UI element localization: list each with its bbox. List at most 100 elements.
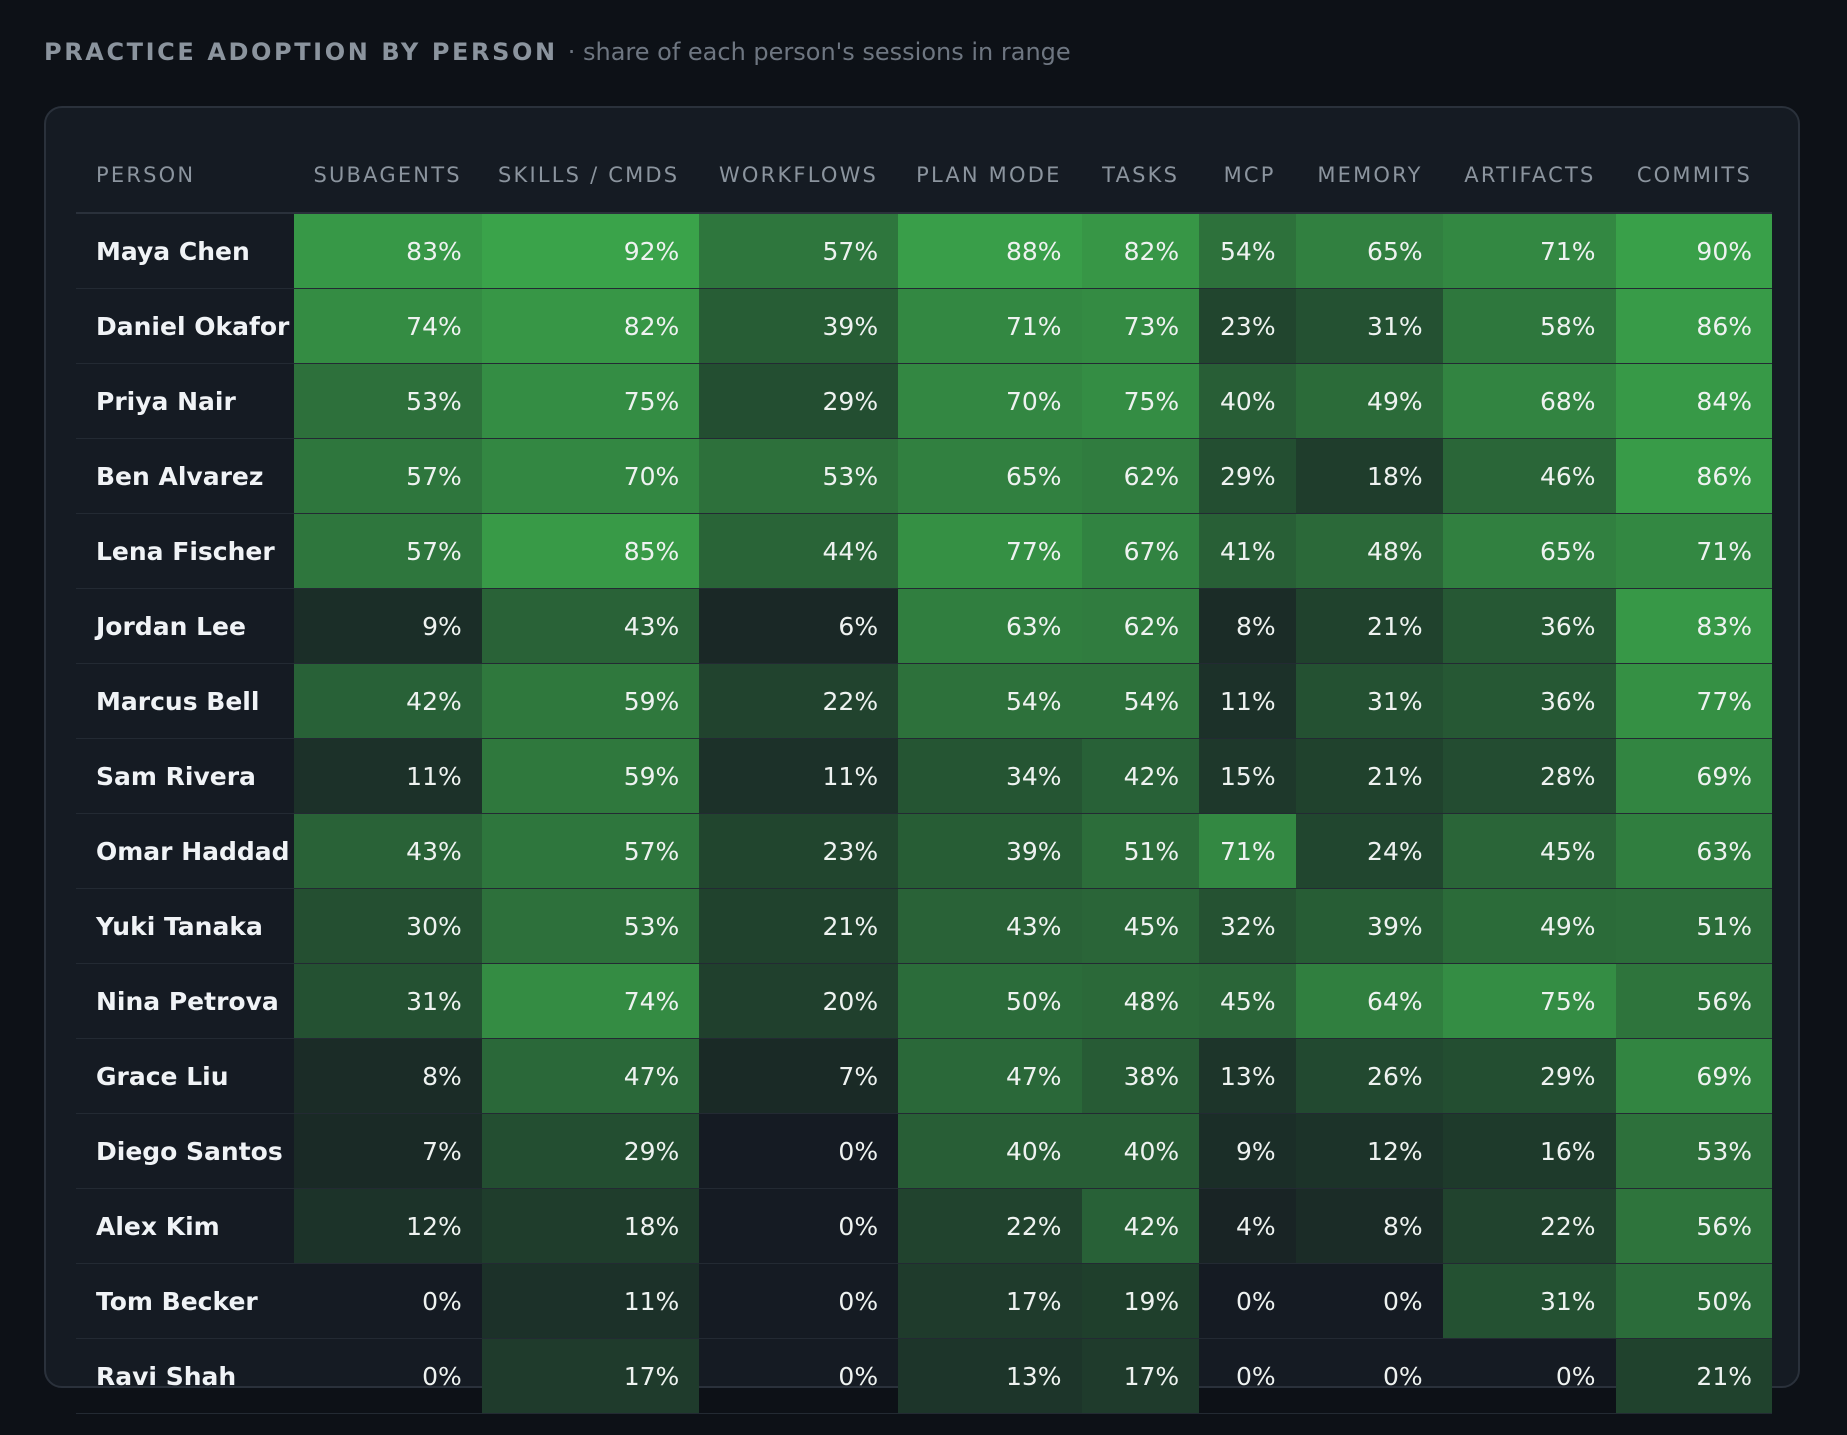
- heatmap-cell: 17%: [898, 1263, 1082, 1339]
- heatmap-cell: 20%: [699, 963, 899, 1039]
- heatmap-cell: 71%: [1199, 813, 1296, 889]
- heatmap-cell: 82%: [1081, 213, 1200, 289]
- heatmap-cell: 50%: [1615, 1263, 1772, 1339]
- heatmap-cell: 16%: [1442, 1113, 1616, 1189]
- column-header-commits[interactable]: COMMITS: [1615, 138, 1772, 214]
- heatmap-cell: 22%: [699, 663, 899, 739]
- heatmap-cell: 53%: [1615, 1113, 1772, 1189]
- heatmap-cell: 29%: [1199, 438, 1296, 514]
- column-header-tasks[interactable]: TASKS: [1081, 138, 1200, 214]
- heatmap-cell: 84%: [1615, 363, 1772, 439]
- column-header-plan-mode[interactable]: PLAN MODE: [898, 138, 1082, 214]
- heatmap-cell: 40%: [1199, 363, 1296, 439]
- heatmap-cell: 67%: [1081, 513, 1200, 589]
- table-row: Maya Chen 83% 92% 57% 88% 82% 54% 65% 71% 90%: [76, 213, 1772, 289]
- heatmap-cell: 92%: [481, 213, 700, 289]
- column-header-subagents[interactable]: SUBAGENTS: [293, 138, 482, 214]
- heatmap-cell: 70%: [481, 438, 700, 514]
- heatmap-cell: 49%: [1442, 888, 1616, 964]
- table-row: Ravi Shah 0% 17% 0% 13% 17% 0% 0% 0% 21%: [76, 1338, 1772, 1414]
- heatmap-cell: 73%: [1081, 288, 1200, 364]
- heatmap-cell: 62%: [1081, 588, 1200, 664]
- person-name: Daniel Okafor: [76, 288, 294, 364]
- heatmap-cell: 38%: [1081, 1038, 1200, 1114]
- heatmap-cell: 77%: [898, 513, 1082, 589]
- person-name: Maya Chen: [76, 213, 294, 289]
- heatmap-body: Maya Chen 83% 92% 57% 88% 82% 54% 65% 71% 90% Dani…: [76, 213, 1772, 1414]
- heatmap-cell: 90%: [1615, 213, 1772, 289]
- heatmap-cell: 40%: [898, 1113, 1082, 1189]
- table-row: Grace Liu 8% 47% 7% 47% 38% 13% 26% 29% 69%: [76, 1038, 1772, 1114]
- column-header-skills-cmds[interactable]: SKILLS / CMDS: [481, 138, 700, 214]
- column-header-memory[interactable]: MEMORY: [1295, 138, 1443, 214]
- table-row: Tom Becker 0% 11% 0% 17% 19% 0% 0% 31% 50%: [76, 1263, 1772, 1339]
- heatmap-cell: 29%: [481, 1113, 700, 1189]
- chart-header: PRACTICE ADOPTION BY PERSON · share of e…: [44, 38, 1071, 74]
- heatmap-cell: 0%: [293, 1338, 482, 1414]
- heatmap-cell: 47%: [898, 1038, 1082, 1114]
- heatmap-cell: 51%: [1615, 888, 1772, 964]
- column-header-artifacts[interactable]: ARTIFACTS: [1442, 138, 1616, 214]
- heatmap-cell: 0%: [1295, 1263, 1443, 1339]
- adoption-heatmap-table: PERSON SUBAGENTS SKILLS / CMDS WORKFLOWS…: [76, 138, 1772, 1414]
- heatmap-cell: 50%: [898, 963, 1082, 1039]
- heatmap-cell: 53%: [699, 438, 899, 514]
- heatmap-cell: 41%: [1199, 513, 1296, 589]
- heatmap-cell: 7%: [699, 1038, 899, 1114]
- heatmap-cell: 4%: [1199, 1188, 1296, 1264]
- person-name: Diego Santos: [76, 1113, 294, 1189]
- heatmap-cell: 8%: [1199, 588, 1296, 664]
- heatmap-cell: 57%: [699, 213, 899, 289]
- heatmap-cell: 82%: [481, 288, 700, 364]
- column-header-person[interactable]: PERSON: [76, 138, 294, 214]
- heatmap-cell: 0%: [699, 1263, 899, 1339]
- heatmap-cell: 8%: [1295, 1188, 1443, 1264]
- heatmap-cell: 12%: [1295, 1113, 1443, 1189]
- heatmap-cell: 6%: [699, 588, 899, 664]
- person-name: Ravi Shah: [76, 1338, 294, 1414]
- heatmap-cell: 18%: [481, 1188, 700, 1264]
- heatmap-cell: 75%: [1081, 363, 1200, 439]
- heatmap-cell: 9%: [293, 588, 482, 664]
- person-name: Lena Fischer: [76, 513, 294, 589]
- heatmap-cell: 63%: [898, 588, 1082, 664]
- person-name: Alex Kim: [76, 1188, 294, 1264]
- heatmap-cell: 71%: [1442, 213, 1616, 289]
- heatmap-cell: 26%: [1295, 1038, 1443, 1114]
- table-row: Ben Alvarez 57% 70% 53% 65% 62% 29% 18% 46% 86%: [76, 438, 1772, 514]
- heatmap-cell: 13%: [898, 1338, 1082, 1414]
- heatmap-cell: 63%: [1615, 813, 1772, 889]
- heatmap-cell: 69%: [1615, 1038, 1772, 1114]
- column-header-workflows[interactable]: WORKFLOWS: [699, 138, 899, 214]
- heatmap-cell: 22%: [1442, 1188, 1616, 1264]
- heatmap-cell: 74%: [481, 963, 700, 1039]
- heatmap-cell: 54%: [898, 663, 1082, 739]
- heatmap-cell: 0%: [699, 1188, 899, 1264]
- heatmap-cell: 45%: [1081, 888, 1200, 964]
- heatmap-cell: 74%: [293, 288, 482, 364]
- heatmap-cell: 40%: [1081, 1113, 1200, 1189]
- column-header-mcp[interactable]: MCP: [1199, 138, 1296, 214]
- heatmap-cell: 32%: [1199, 888, 1296, 964]
- table-row: Alex Kim 12% 18% 0% 22% 42% 4% 8% 22% 56%: [76, 1188, 1772, 1264]
- heatmap-cell: 11%: [699, 738, 899, 814]
- heatmap-cell: 31%: [1295, 288, 1443, 364]
- heatmap-cell: 0%: [1199, 1338, 1296, 1414]
- heatmap-cell: 23%: [699, 813, 899, 889]
- heatmap-cell: 21%: [1615, 1338, 1772, 1414]
- table-row: Lena Fischer 57% 85% 44% 77% 67% 41% 48% 65% 71%: [76, 513, 1772, 589]
- heatmap-cell: 57%: [481, 813, 700, 889]
- heatmap-cell: 0%: [699, 1338, 899, 1414]
- heatmap-cell: 64%: [1295, 963, 1443, 1039]
- heatmap-cell: 54%: [1081, 663, 1200, 739]
- heatmap-cell: 39%: [1295, 888, 1443, 964]
- heatmap-cell: 17%: [1081, 1338, 1200, 1414]
- heatmap-cell: 70%: [898, 363, 1082, 439]
- table-row: Nina Petrova 31% 74% 20% 50% 48% 45% 64% 75% 56%: [76, 963, 1772, 1039]
- heatmap-cell: 49%: [1295, 363, 1443, 439]
- person-name: Sam Rivera: [76, 738, 294, 814]
- heatmap-cell: 43%: [898, 888, 1082, 964]
- chart-title: PRACTICE ADOPTION BY PERSON: [44, 38, 558, 66]
- table-row: Yuki Tanaka 30% 53% 21% 43% 45% 32% 39% 49% 51%: [76, 888, 1772, 964]
- heatmap-cell: 56%: [1615, 1188, 1772, 1264]
